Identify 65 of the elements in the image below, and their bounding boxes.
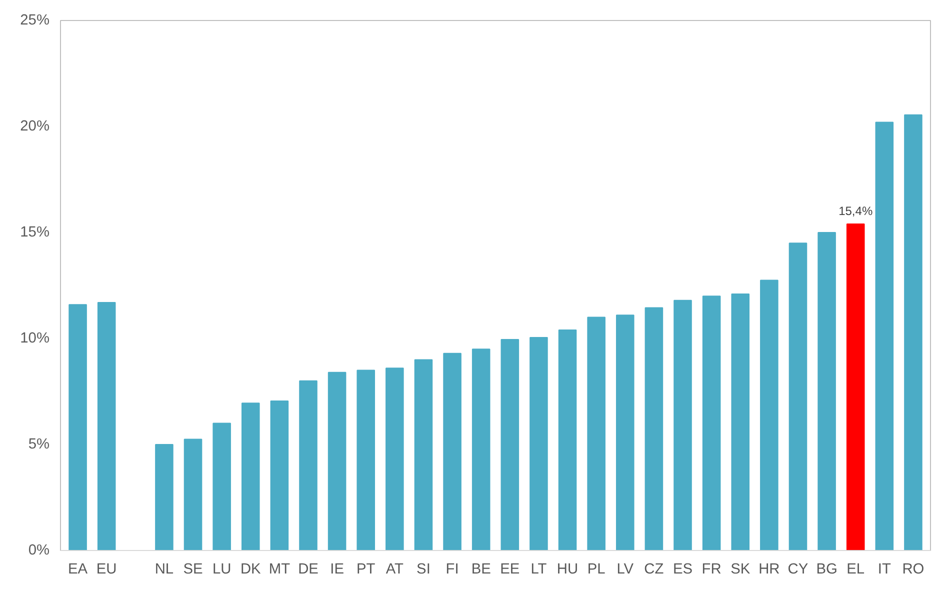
x-tick-label: NL xyxy=(154,562,174,578)
bar xyxy=(241,402,260,550)
x-tick-label: EA xyxy=(68,562,88,578)
x-tick-label: SI xyxy=(416,562,430,578)
bar xyxy=(875,122,894,550)
bar xyxy=(328,372,346,550)
x-tick-label: HU xyxy=(556,562,578,578)
bar xyxy=(386,368,404,550)
x-tick-label: RO xyxy=(902,562,924,578)
y-tick-label: 5% xyxy=(28,436,50,452)
bar xyxy=(270,400,289,550)
x-tick-label: LU xyxy=(212,562,232,578)
x-tick-label: ES xyxy=(672,562,693,578)
x-tick-label: AT xyxy=(386,562,404,578)
x-tick-label: LT xyxy=(530,562,547,578)
y-tick-label: 20% xyxy=(20,118,50,134)
bar xyxy=(500,339,520,550)
bar xyxy=(644,307,664,550)
x-tick-label: LV xyxy=(616,562,634,578)
y-tick-label: 10% xyxy=(20,330,50,346)
x-tick-label: EL xyxy=(846,562,865,578)
x-tick-label: CZ xyxy=(644,562,664,578)
y-tick-label: 15% xyxy=(20,224,50,240)
bar xyxy=(616,314,634,550)
x-tick-label: PL xyxy=(587,562,606,578)
x-tick-label: HR xyxy=(758,562,780,578)
x-tick-label: DK xyxy=(240,562,262,578)
bar xyxy=(97,302,116,550)
x-tick-label: BE xyxy=(471,562,492,578)
bar xyxy=(846,224,865,550)
bar xyxy=(356,370,376,550)
x-tick-label: IE xyxy=(330,562,344,578)
bar xyxy=(530,336,548,550)
x-tick-label: MT xyxy=(268,562,290,578)
bar xyxy=(299,380,318,550)
bar xyxy=(472,348,490,550)
x-tick-label: PT xyxy=(356,562,376,578)
x-tick-label: EE xyxy=(500,562,520,578)
bar xyxy=(818,232,836,550)
bar xyxy=(788,242,808,550)
x-tick-label: FI xyxy=(446,562,459,578)
bar xyxy=(904,114,922,550)
bar xyxy=(587,316,606,550)
x-tick-label: BG xyxy=(816,562,838,578)
bar xyxy=(731,293,750,550)
data-label: 15,4% xyxy=(838,204,873,218)
bar xyxy=(760,280,778,550)
bar xyxy=(414,359,433,550)
x-tick-label: DE xyxy=(298,562,319,578)
bar xyxy=(155,444,174,550)
bar xyxy=(68,304,87,550)
bar xyxy=(674,300,692,550)
y-tick-label: 0% xyxy=(28,542,50,558)
bar xyxy=(184,438,202,550)
bar xyxy=(212,422,231,550)
x-tick-label: FR xyxy=(702,562,722,578)
x-tick-label: IT xyxy=(878,562,891,578)
bar xyxy=(702,296,721,550)
x-tick-label: SK xyxy=(730,562,750,578)
bar xyxy=(443,352,462,550)
x-tick-label: EU xyxy=(96,562,117,578)
x-tick-label: SE xyxy=(183,562,204,578)
y-tick-label: 25% xyxy=(20,12,50,28)
bar xyxy=(558,330,577,550)
x-tick-label: CY xyxy=(788,562,808,578)
